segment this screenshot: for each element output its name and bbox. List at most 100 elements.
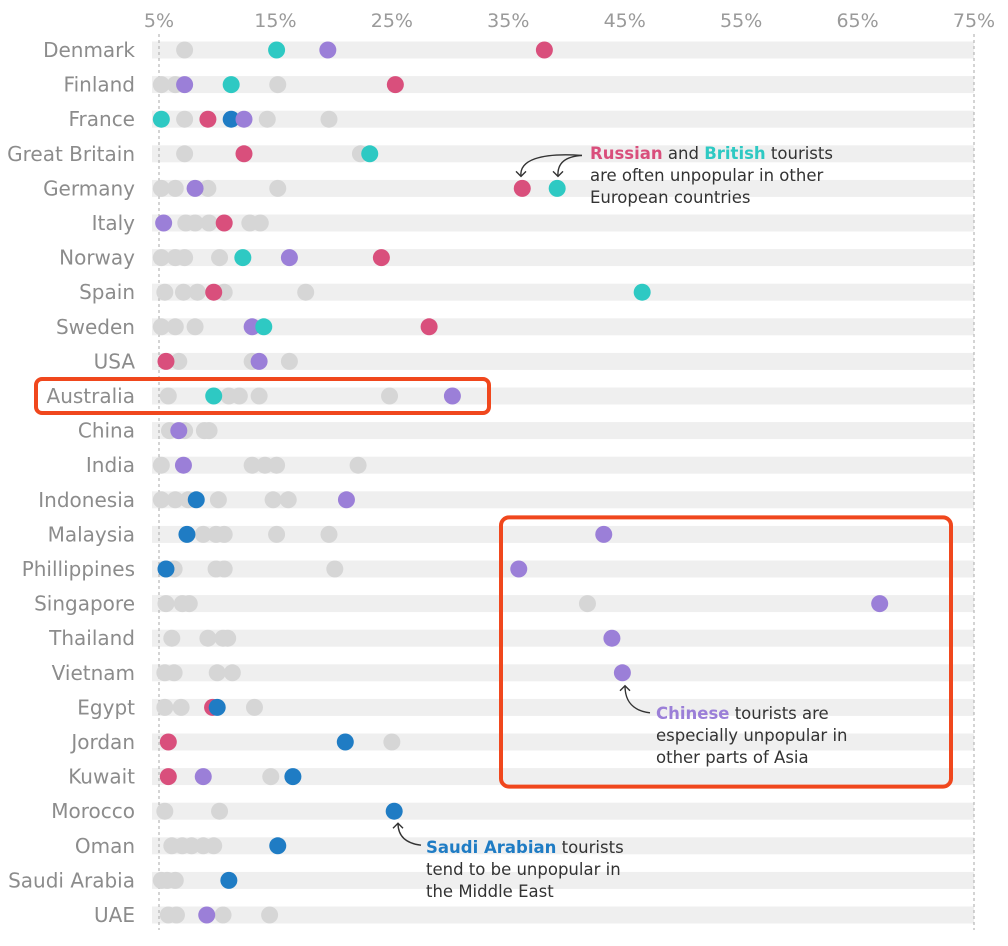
row-band bbox=[152, 871, 974, 889]
highlight-boxes bbox=[34, 377, 953, 789]
row-band bbox=[152, 733, 974, 751]
country-label: UAE bbox=[94, 903, 135, 927]
x-axis-ticks: 5% 15% 25% 35% 45% 55% 65% 75% bbox=[144, 10, 995, 32]
chinese-dot bbox=[243, 318, 261, 336]
other-nationality-dot bbox=[176, 145, 194, 163]
british-dot bbox=[548, 179, 566, 197]
other-nationality-dot bbox=[188, 283, 206, 301]
british-dot bbox=[633, 283, 651, 301]
row-band bbox=[152, 145, 974, 163]
saudi-dot bbox=[178, 525, 196, 543]
country-label: India bbox=[86, 453, 135, 477]
chinese-dot bbox=[155, 214, 173, 232]
other-nationality-dot bbox=[209, 491, 227, 509]
country-label: Egypt bbox=[77, 695, 135, 719]
x-tick-label: 65% bbox=[836, 10, 878, 32]
country-label: Norway bbox=[59, 246, 135, 270]
other-nationality-dot bbox=[219, 629, 237, 647]
arrow-head bbox=[515, 170, 527, 178]
other-nationality-dot bbox=[194, 525, 212, 543]
other-nationality-dot bbox=[183, 837, 201, 855]
annotation-text: the Middle East bbox=[426, 882, 554, 901]
chinese-dot bbox=[250, 352, 268, 370]
other-nationality-dot bbox=[268, 456, 286, 474]
gridlines bbox=[158, 34, 975, 930]
chinese-dot bbox=[443, 387, 461, 405]
arrow-to-saudi-dot bbox=[397, 823, 422, 846]
chinese-dot bbox=[337, 491, 355, 509]
x-tick-label: 5% bbox=[144, 10, 174, 32]
other-nationality-dot bbox=[156, 698, 174, 716]
country-label: Phillippines bbox=[22, 557, 135, 581]
other-nationality-dot bbox=[280, 352, 298, 370]
other-nationality-dot bbox=[152, 76, 170, 94]
country-label: Vietnam bbox=[52, 661, 135, 685]
other-nationality-dot bbox=[170, 352, 188, 370]
other-nationality-dot bbox=[156, 802, 174, 820]
other-nationality-dot bbox=[381, 387, 399, 405]
other-nationality-dot bbox=[152, 491, 170, 509]
other-nationality-dot bbox=[264, 491, 282, 509]
country-label: USA bbox=[94, 349, 136, 373]
other-nationality-dot bbox=[156, 283, 174, 301]
chinese-label: Chinese bbox=[656, 704, 730, 723]
other-nationality-dot bbox=[251, 214, 269, 232]
row-band bbox=[152, 768, 974, 786]
british-dot bbox=[361, 145, 379, 163]
other-nationality-dot bbox=[262, 768, 280, 786]
other-nationality-dot bbox=[165, 664, 183, 682]
russian-dot bbox=[235, 145, 253, 163]
arrow-head bbox=[392, 822, 404, 829]
other-nationality-dot bbox=[176, 110, 194, 128]
annotation-text: tourists bbox=[765, 144, 833, 163]
country-label: Spain bbox=[79, 280, 135, 304]
country-label: China bbox=[78, 419, 135, 443]
other-nationality-dot bbox=[157, 595, 175, 613]
other-nationality-dot bbox=[243, 456, 261, 474]
british-dot bbox=[222, 76, 240, 94]
country-label: Kuwait bbox=[68, 765, 135, 789]
country-label: Indonesia bbox=[38, 488, 135, 512]
row-band bbox=[152, 387, 974, 405]
saudi-dot bbox=[269, 837, 287, 855]
row-band bbox=[152, 283, 974, 301]
russian-dot bbox=[386, 76, 404, 94]
other-nationality-dot bbox=[180, 595, 198, 613]
country-label: Malaysia bbox=[48, 522, 135, 546]
russian-dot bbox=[420, 318, 438, 336]
row-band bbox=[152, 664, 974, 682]
country-label: Jordan bbox=[69, 730, 135, 754]
chinese-dot bbox=[280, 249, 298, 267]
chinese-dot bbox=[198, 906, 216, 924]
country-label: Denmark bbox=[43, 38, 135, 62]
country-label: Great Britain bbox=[7, 142, 135, 166]
data-points bbox=[152, 41, 889, 924]
other-nationality-dot bbox=[159, 387, 177, 405]
row-band bbox=[152, 802, 974, 820]
other-nationality-dot bbox=[186, 318, 204, 336]
other-nationality-dot bbox=[349, 456, 367, 474]
annotation-text: and bbox=[662, 144, 705, 163]
other-nationality-dot bbox=[167, 906, 185, 924]
row-band bbox=[152, 491, 974, 509]
british-dot bbox=[255, 318, 273, 336]
other-nationality-dot bbox=[245, 698, 263, 716]
russian-label: Russian bbox=[590, 144, 663, 163]
other-nationality-dot bbox=[383, 733, 401, 751]
country-label: France bbox=[68, 107, 135, 131]
arrow-to-chinese-dot bbox=[624, 685, 651, 714]
other-nationality-dot bbox=[172, 698, 190, 716]
other-nationality-dot bbox=[215, 560, 233, 578]
other-nationality-dot bbox=[176, 41, 194, 59]
russian-dot bbox=[157, 352, 175, 370]
other-nationality-dot bbox=[215, 525, 233, 543]
other-nationality-dot bbox=[578, 595, 596, 613]
british-dot bbox=[205, 387, 223, 405]
saudi-dot bbox=[284, 768, 302, 786]
other-nationality-dot bbox=[166, 491, 184, 509]
chinese-dot bbox=[170, 422, 188, 440]
country-label: Finland bbox=[64, 73, 135, 97]
chinese-dot bbox=[613, 664, 631, 682]
other-nationality-dot bbox=[269, 179, 287, 197]
russian-dot bbox=[199, 110, 217, 128]
